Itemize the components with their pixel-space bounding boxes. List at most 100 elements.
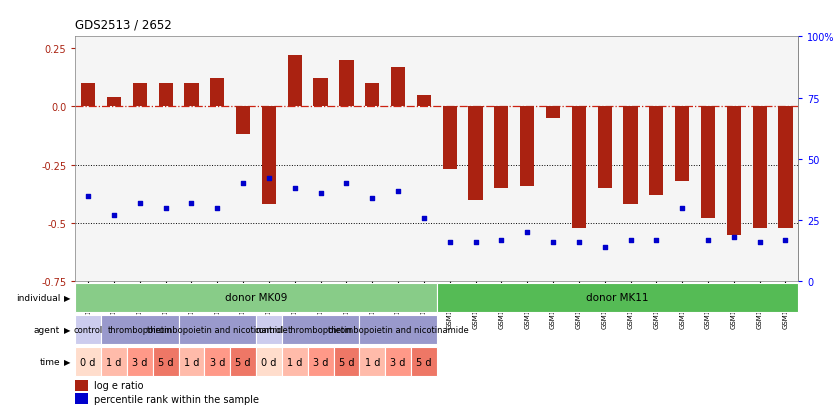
Text: 1 d: 1 d: [287, 357, 303, 367]
Point: [572, 239, 585, 246]
Point: [185, 200, 198, 207]
Text: ▶: ▶: [64, 325, 70, 334]
Text: 3 d: 3 d: [313, 357, 329, 367]
Point: [159, 205, 172, 211]
Bar: [256, 347, 282, 376]
Point: [81, 193, 94, 199]
Bar: [520, 107, 534, 186]
Bar: [288, 56, 302, 107]
Text: 1 d: 1 d: [184, 357, 199, 367]
Text: time: time: [39, 357, 60, 366]
Bar: [210, 79, 224, 107]
Text: 0 d: 0 d: [80, 357, 96, 367]
Bar: [204, 347, 230, 376]
Bar: [75, 347, 101, 376]
Text: agent: agent: [34, 325, 60, 334]
Point: [469, 239, 482, 246]
Point: [443, 239, 456, 246]
Bar: [624, 107, 638, 205]
Bar: [726, 107, 741, 235]
Bar: [236, 107, 250, 135]
Bar: [153, 347, 179, 376]
Point: [211, 205, 224, 211]
Point: [237, 180, 250, 187]
Text: percentile rank within the sample: percentile rank within the sample: [94, 394, 259, 404]
Bar: [650, 107, 664, 195]
Point: [521, 230, 534, 236]
Bar: [179, 315, 256, 344]
Text: 3 d: 3 d: [132, 357, 147, 367]
Bar: [81, 84, 95, 107]
Point: [391, 188, 405, 195]
Bar: [701, 107, 715, 219]
Point: [107, 212, 120, 219]
Bar: [468, 107, 482, 200]
Text: GDS2513 / 2652: GDS2513 / 2652: [75, 18, 172, 31]
Bar: [75, 394, 89, 404]
Bar: [365, 84, 380, 107]
Point: [133, 200, 146, 207]
Bar: [436, 283, 798, 312]
Point: [339, 180, 353, 187]
Text: ▶: ▶: [64, 293, 70, 302]
Bar: [494, 107, 508, 188]
Bar: [75, 283, 436, 312]
Text: thrombopoietin and nicotinamide: thrombopoietin and nicotinamide: [328, 325, 468, 334]
Text: 5 d: 5 d: [236, 357, 251, 367]
Point: [650, 237, 663, 243]
Bar: [442, 107, 456, 170]
Point: [417, 215, 431, 221]
Bar: [598, 107, 612, 188]
Text: 1 d: 1 d: [106, 357, 122, 367]
Bar: [572, 107, 586, 228]
Text: thrombopoietin: thrombopoietin: [288, 325, 353, 334]
Point: [727, 234, 741, 241]
Text: control: control: [254, 325, 283, 334]
Bar: [230, 347, 256, 376]
Point: [779, 237, 793, 243]
Bar: [778, 107, 793, 228]
Text: 5 d: 5 d: [339, 357, 354, 367]
Bar: [411, 347, 436, 376]
Bar: [417, 95, 431, 107]
Bar: [359, 347, 385, 376]
Text: log e ratio: log e ratio: [94, 380, 144, 390]
Bar: [75, 315, 101, 344]
Text: 3 d: 3 d: [210, 357, 225, 367]
Bar: [185, 84, 199, 107]
Bar: [262, 107, 276, 205]
Bar: [385, 347, 411, 376]
Point: [598, 244, 611, 251]
Bar: [159, 84, 173, 107]
Text: 1 d: 1 d: [364, 357, 380, 367]
Bar: [308, 347, 334, 376]
Bar: [314, 79, 328, 107]
Bar: [546, 107, 560, 119]
Bar: [133, 84, 147, 107]
Bar: [75, 380, 89, 391]
Text: thrombopoietin: thrombopoietin: [107, 325, 172, 334]
Point: [288, 185, 302, 192]
Point: [365, 195, 379, 202]
Bar: [339, 60, 354, 107]
Point: [263, 176, 276, 182]
Text: donor MK09: donor MK09: [225, 293, 288, 303]
Text: 5 d: 5 d: [158, 357, 173, 367]
Point: [547, 239, 560, 246]
Point: [675, 205, 689, 211]
Text: ▶: ▶: [64, 357, 70, 366]
Text: control: control: [74, 325, 103, 334]
Point: [314, 190, 327, 197]
Bar: [282, 347, 308, 376]
Point: [701, 237, 715, 243]
Bar: [256, 315, 282, 344]
Text: individual: individual: [16, 293, 60, 302]
Text: 5 d: 5 d: [416, 357, 431, 367]
Bar: [107, 98, 121, 107]
Point: [753, 239, 767, 246]
Bar: [391, 67, 405, 107]
Bar: [334, 347, 359, 376]
Bar: [101, 347, 127, 376]
Bar: [127, 347, 153, 376]
Bar: [752, 107, 767, 228]
